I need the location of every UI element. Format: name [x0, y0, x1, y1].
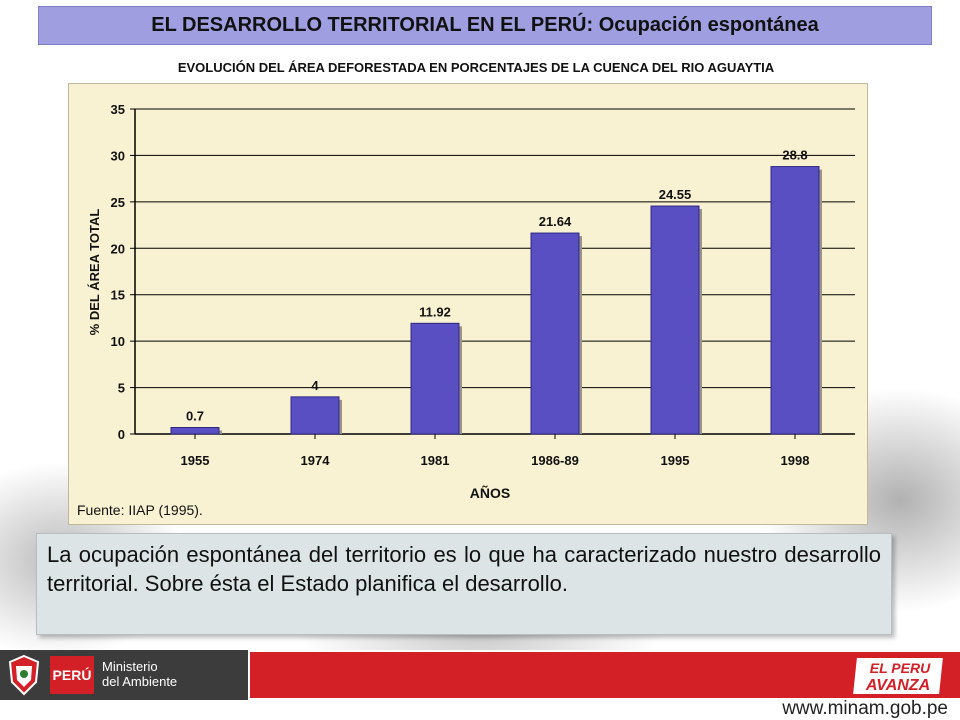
- x-tick-label: 1981: [421, 453, 450, 468]
- y-tick-label: 10: [111, 334, 125, 349]
- x-tick-label: 1955: [181, 453, 210, 468]
- y-tick-label: 5: [118, 381, 125, 396]
- y-tick-label: 25: [111, 195, 125, 210]
- y-tick-label: 35: [111, 102, 125, 117]
- ministerio-text: Ministerio del Ambiente: [102, 659, 177, 689]
- ministry-logo-block: PERÚ Ministerio del Ambiente: [0, 650, 248, 700]
- bar: [770, 166, 820, 435]
- ministerio-line2: del Ambiente: [102, 674, 178, 689]
- data-label: 0.7: [186, 409, 204, 424]
- bar: [530, 232, 580, 435]
- x-tick-label: 1986-89: [531, 453, 579, 468]
- body-text: La ocupación espontánea del territorio e…: [47, 542, 881, 596]
- data-label: 24.55: [659, 187, 692, 202]
- chart-source: Fuente: IIAP (1995).: [77, 502, 203, 518]
- y-axis-label: % DEL ÁREA TOTAL: [87, 209, 102, 336]
- ministerio-line1: Ministerio: [102, 659, 158, 674]
- coat-of-arms-icon: [8, 654, 40, 696]
- y-tick-label: 30: [111, 148, 125, 163]
- deforestation-bar-chart: 0 5 10 15 20 25 30 35 0.7 1955 4 1974 11.92 1981 21.64…: [87, 102, 855, 501]
- slide-title: EL DESARROLLO TERRITORIAL EN EL PERÚ: Oc…: [38, 6, 932, 45]
- y-tick-label: 20: [111, 241, 125, 256]
- bar: [170, 427, 220, 435]
- x-tick-label: 1995: [661, 453, 690, 468]
- x-axis-label: AÑOS: [470, 484, 510, 501]
- bar: [290, 396, 340, 435]
- footer-bar: PERÚ Ministerio del Ambiente: [0, 650, 960, 700]
- x-tick-label: 1998: [781, 453, 810, 468]
- website-url: www.minam.gob.pe: [782, 698, 948, 719]
- x-tick-label: 1974: [301, 453, 331, 468]
- bar: [650, 205, 700, 435]
- chart-subtitle: EVOLUCIÓN DEL ÁREA DEFORESTADA EN PORCEN…: [177, 60, 775, 75]
- avanza-line2: AVANZA: [865, 677, 930, 694]
- peru-label: PERÚ: [50, 656, 94, 694]
- y-tick-label: 0: [118, 427, 125, 442]
- bar: [410, 322, 460, 435]
- data-label: 21.64: [539, 214, 572, 229]
- y-tick-label: 15: [111, 288, 125, 303]
- chart-panel: 0 5 10 15 20 25 30 35 0.7 1955 4 1974 11.92 1981 21.64…: [68, 83, 868, 525]
- footer-red-band: [250, 652, 960, 698]
- data-label: 28.8: [782, 148, 807, 163]
- avanza-line1: EL PERU: [870, 660, 931, 676]
- el-peru-avanza-logo: EL PERU AVANZA: [850, 656, 946, 696]
- data-label: 4: [311, 378, 319, 393]
- body-text-box: La ocupación espontánea del territorio e…: [36, 533, 892, 635]
- data-label: 11.92: [419, 304, 451, 319]
